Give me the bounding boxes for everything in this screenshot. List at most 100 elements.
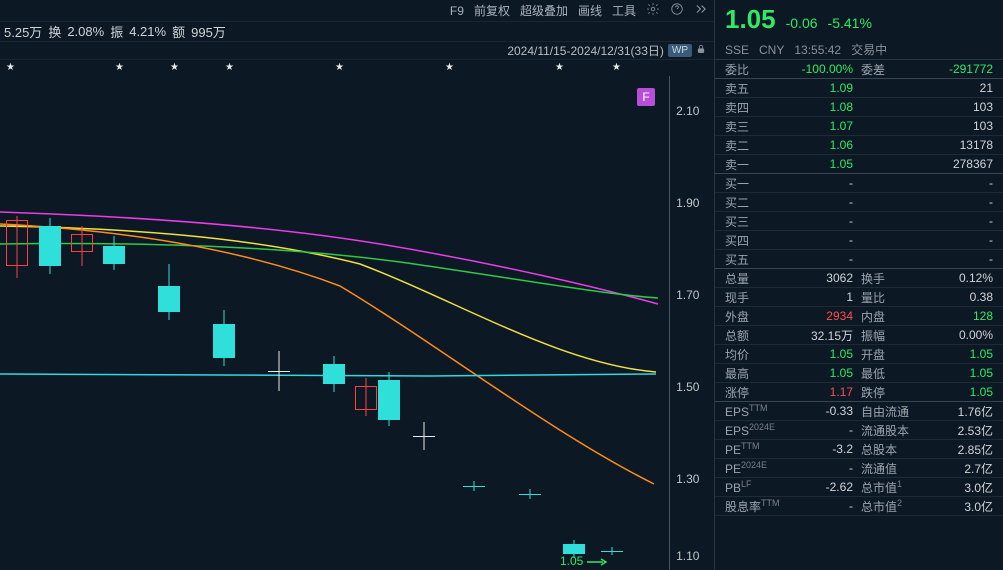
stat-label1: 外盘 [725,308,773,325]
plot-area[interactable]: F 1.05 [0,76,669,570]
row-label: 卖四 [725,99,773,116]
side-panel: 1.05 -0.06 -5.41% SSE CNY 13:55:42 交易中 委… [715,0,1003,570]
fund-val1: -2.62 [785,480,853,494]
ask-row: 卖一1.05 278367 [715,155,1003,174]
fund-label1: PE2024E [725,460,785,476]
chart-info-row: 5.25万 换 2.08% 振 4.21% 额 995万 [0,22,714,42]
bid-row: 买三-- [715,212,1003,231]
fund-val2: 3.0亿 [911,498,993,515]
amount-label: 额 [172,22,185,41]
fund-val1: -0.33 [785,404,853,418]
row-label: 买二 [725,194,773,211]
stat-label2: 量比 [853,289,911,306]
fund-row: EPSTTM-0.33自由流通1.76亿 [715,402,1003,421]
y-tick: 1.50 [676,380,699,394]
star-marker: ★ [225,62,234,73]
y-tick: 1.30 [676,472,699,486]
stat-label2: 跌停 [853,384,911,401]
fund-val2: 2.7亿 [911,460,993,477]
stat-row: 总量3062换手0.12% [715,269,1003,288]
stat-row: 现手1量比0.38 [715,288,1003,307]
trading-state: 交易中 [851,41,887,58]
row-val2: 103 [911,100,993,114]
fund-val1: -3.2 [785,442,853,456]
currency: CNY [759,43,784,57]
row-val1: - [773,233,853,247]
row-val1: 1.05 [773,157,853,171]
stars-row: ★★★★★★★★ [0,60,714,76]
fund-val1: - [785,499,853,513]
help-icon[interactable] [670,2,684,19]
bid-row: 买四-- [715,231,1003,250]
row-label: 买一 [725,175,773,192]
row-label: 卖一 [725,156,773,173]
fund-val2: 2.53亿 [911,422,993,439]
expand-icon[interactable] [694,2,708,19]
row-val1: - [773,195,853,209]
settings-icon[interactable] [646,2,660,19]
fund-row: 股息率TTM-总市值23.0亿 [715,497,1003,516]
chart-canvas[interactable]: F 1.05 2.101.901.701.501.301.10 [0,76,714,570]
row-val1: - [773,214,853,228]
fund-label1: 股息率TTM [725,498,785,515]
fund-val1: - [785,423,853,437]
row-val1: 1.06 [773,138,853,152]
row-val2: - [911,195,993,209]
stat-label2: 开盘 [853,346,911,363]
stat-val2: 1.05 [911,366,993,380]
stat-label1: 总额 [725,327,773,344]
price-change: -0.06 [786,15,818,31]
row-label: 卖三 [725,118,773,135]
star-marker: ★ [115,62,124,73]
tools-button[interactable]: 工具 [612,2,636,19]
weibi-label: 委比 [725,61,773,78]
fund-label2: 自由流通 [853,403,911,420]
chart-area: F9 前复权 超级叠加 画线 工具 5.25万 换 2.08% 振 4.21% … [0,0,715,570]
stat-val2: 0.00% [911,328,993,342]
row-val2: 103 [911,119,993,133]
stat-val1: 1.05 [773,366,853,380]
drawline-button[interactable]: 画线 [578,2,602,19]
overlay-button[interactable]: 超级叠加 [520,2,568,19]
stat-label1: 均价 [725,346,773,363]
row-val2: - [911,176,993,190]
weibi-value: -100.00% [773,62,853,76]
star-marker: ★ [6,62,15,73]
price-change-pct: -5.41% [828,15,872,31]
price-header: 1.05 -0.06 -5.41% [715,0,1003,40]
preadj-button[interactable]: 前复权 [474,2,510,19]
stat-val1: 1 [773,290,853,304]
amplitude-label: 振 [110,22,123,41]
stat-val2: 128 [911,309,993,323]
star-marker: ★ [612,62,621,73]
lock-icon[interactable] [696,43,706,58]
row-label: 卖二 [725,137,773,154]
stat-label1: 总量 [725,270,773,287]
fund-row: PE2024E-流通值2.7亿 [715,459,1003,478]
stat-val1: 3062 [773,271,853,285]
row-val1: 1.07 [773,119,853,133]
stat-label1: 现手 [725,289,773,306]
fund-label2: 流通股本 [853,422,911,439]
stat-label2: 振幅 [853,327,911,344]
f9-button[interactable]: F9 [450,4,464,18]
stat-val1: 32.15万 [773,327,853,344]
row-val2: - [911,233,993,247]
star-marker: ★ [445,62,454,73]
y-tick: 1.10 [676,549,699,563]
stat-label2: 换手 [853,270,911,287]
wp-badge: WP [668,44,692,57]
row-val2: - [911,252,993,266]
ask-row: 卖四1.08 103 [715,98,1003,117]
row-val2: 278367 [911,157,993,171]
row-val1: 1.08 [773,100,853,114]
fund-val2: 3.0亿 [911,479,993,496]
stat-val1: 2934 [773,309,853,323]
row-val2: - [911,214,993,228]
fund-row: PBLF-2.62总市值13.0亿 [715,478,1003,497]
stat-val2: 0.38 [911,290,993,304]
vol-value: 5.25万 [4,22,42,41]
stat-label1: 最高 [725,365,773,382]
fund-row: EPS2024E-流通股本2.53亿 [715,421,1003,440]
stat-row: 总额32.15万振幅0.00% [715,326,1003,345]
